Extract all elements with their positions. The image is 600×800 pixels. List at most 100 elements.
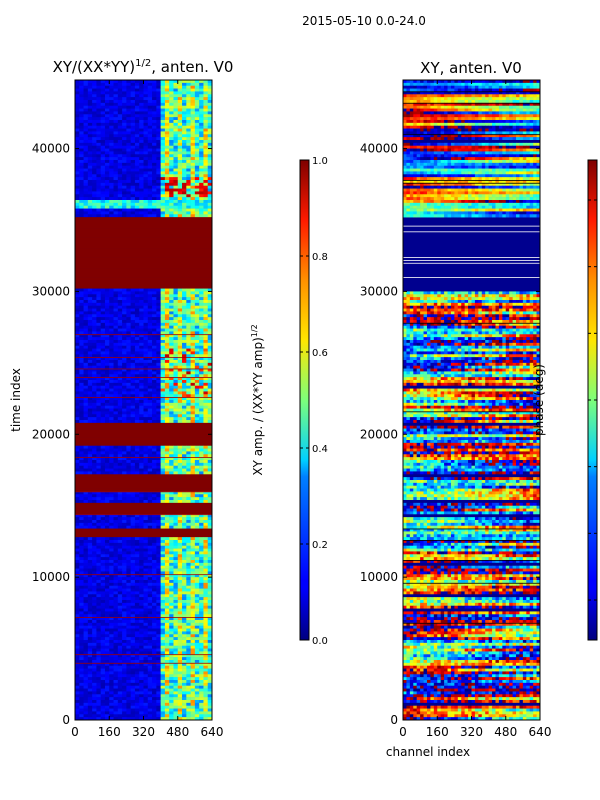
amplitude-cell <box>100 297 106 301</box>
amplitude-cell <box>100 622 106 627</box>
amplitude-cell <box>134 588 140 592</box>
amplitude-cell <box>147 400 153 404</box>
amplitude-cell <box>113 128 119 132</box>
amplitude-cell <box>134 614 140 618</box>
amplitude-cell <box>130 522 136 527</box>
amplitude-cell <box>186 134 191 138</box>
amplitude-cell <box>87 148 93 152</box>
amplitude-cell <box>207 448 212 452</box>
amplitude-cell <box>160 100 166 104</box>
amplitude-cell <box>134 371 140 375</box>
amplitude-cell <box>194 302 200 307</box>
amplitude-cell <box>104 597 110 601</box>
amplitude-cell <box>164 597 170 601</box>
amplitude-cell <box>164 177 170 181</box>
amplitude-cell <box>96 514 101 518</box>
amplitude-cell <box>122 600 127 604</box>
amplitude-cell <box>134 80 140 84</box>
amplitude-cell <box>139 594 144 598</box>
amplitude-cell <box>156 97 161 101</box>
amplitude-cell <box>75 148 80 152</box>
amplitude-cell <box>147 591 153 595</box>
amplitude-cell <box>100 462 106 467</box>
amplitude-cell <box>126 351 131 355</box>
amplitude-cell <box>173 417 179 421</box>
amplitude-cell <box>203 548 209 552</box>
amplitude-cell <box>156 494 161 498</box>
amplitude-cell <box>92 331 97 335</box>
amplitude-cell <box>92 148 97 152</box>
amplitude-cell <box>87 557 93 561</box>
amplitude-cell <box>156 300 161 304</box>
amplitude-cell <box>152 114 157 118</box>
amplitude-cell <box>173 357 179 361</box>
amplitude-cell <box>203 640 209 644</box>
amplitude-cell <box>207 288 212 292</box>
amplitude-cell <box>207 411 212 415</box>
amplitude-cell <box>199 545 204 549</box>
amplitude-cell <box>113 117 119 121</box>
amplitude-cell <box>182 640 187 644</box>
amplitude-cell <box>169 151 174 155</box>
amplitude-cell <box>194 491 200 495</box>
amplitude-cell <box>113 137 119 141</box>
amplitude-cell <box>83 91 89 95</box>
amplitude-cell <box>173 385 179 389</box>
amplitude-cell <box>160 457 166 461</box>
amplitude-cell <box>147 540 153 544</box>
amplitude-cell <box>199 525 204 529</box>
amplitude-cell <box>182 374 187 378</box>
amplitude-cell <box>194 462 200 467</box>
amplitude-cell <box>109 137 114 141</box>
amplitude-cell <box>75 534 212 538</box>
amplitude-cell <box>87 97 93 101</box>
amplitude-cell <box>156 354 161 358</box>
amplitude-cell <box>75 274 212 278</box>
amplitude-cell <box>109 611 114 615</box>
amplitude-cell <box>139 417 144 421</box>
amplitude-cell <box>199 451 204 455</box>
amplitude-cell <box>177 300 183 304</box>
amplitude-cell <box>126 411 131 415</box>
amplitude-cell <box>130 411 136 415</box>
amplitude-cell <box>87 417 93 421</box>
amplitude-cell <box>96 128 101 132</box>
amplitude-cell <box>117 142 123 147</box>
amplitude-cell <box>207 500 212 504</box>
amplitude-cell <box>122 94 127 98</box>
amplitude-cell <box>117 580 123 584</box>
amplitude-cell <box>126 365 131 369</box>
amplitude-cell <box>117 514 123 518</box>
amplitude-cell <box>160 554 166 558</box>
amplitude-cell <box>164 122 170 127</box>
amplitude-cell <box>164 640 170 644</box>
amplitude-cell <box>92 565 97 569</box>
amplitude-cell <box>139 542 144 547</box>
amplitude-cell <box>147 465 153 469</box>
amplitude-cell <box>169 417 174 421</box>
amplitude-cell <box>190 562 196 567</box>
amplitude-cell <box>152 491 157 495</box>
amplitude-cell <box>109 634 114 638</box>
amplitude-cell <box>134 334 140 338</box>
amplitude-cell <box>104 134 110 138</box>
amplitude-cell <box>109 191 114 195</box>
amplitude-cell <box>156 634 161 638</box>
amplitude-cell <box>143 145 149 149</box>
amplitude-cell <box>126 562 131 567</box>
amplitude-cell <box>207 117 212 121</box>
amplitude-cell <box>75 260 212 264</box>
amplitude-cell <box>156 142 161 147</box>
amplitude-cell <box>177 117 183 121</box>
amplitude-cell <box>117 154 123 158</box>
amplitude-cell <box>126 91 131 95</box>
amplitude-cell <box>160 305 166 309</box>
amplitude-cell <box>182 520 187 524</box>
amplitude-cell <box>92 120 97 124</box>
amplitude-cell <box>92 177 97 181</box>
amplitude-cell <box>104 317 110 321</box>
amplitude-cell <box>130 320 136 324</box>
amplitude-cell <box>75 557 80 561</box>
amplitude-cell <box>134 585 140 589</box>
amplitude-cell <box>130 457 136 461</box>
